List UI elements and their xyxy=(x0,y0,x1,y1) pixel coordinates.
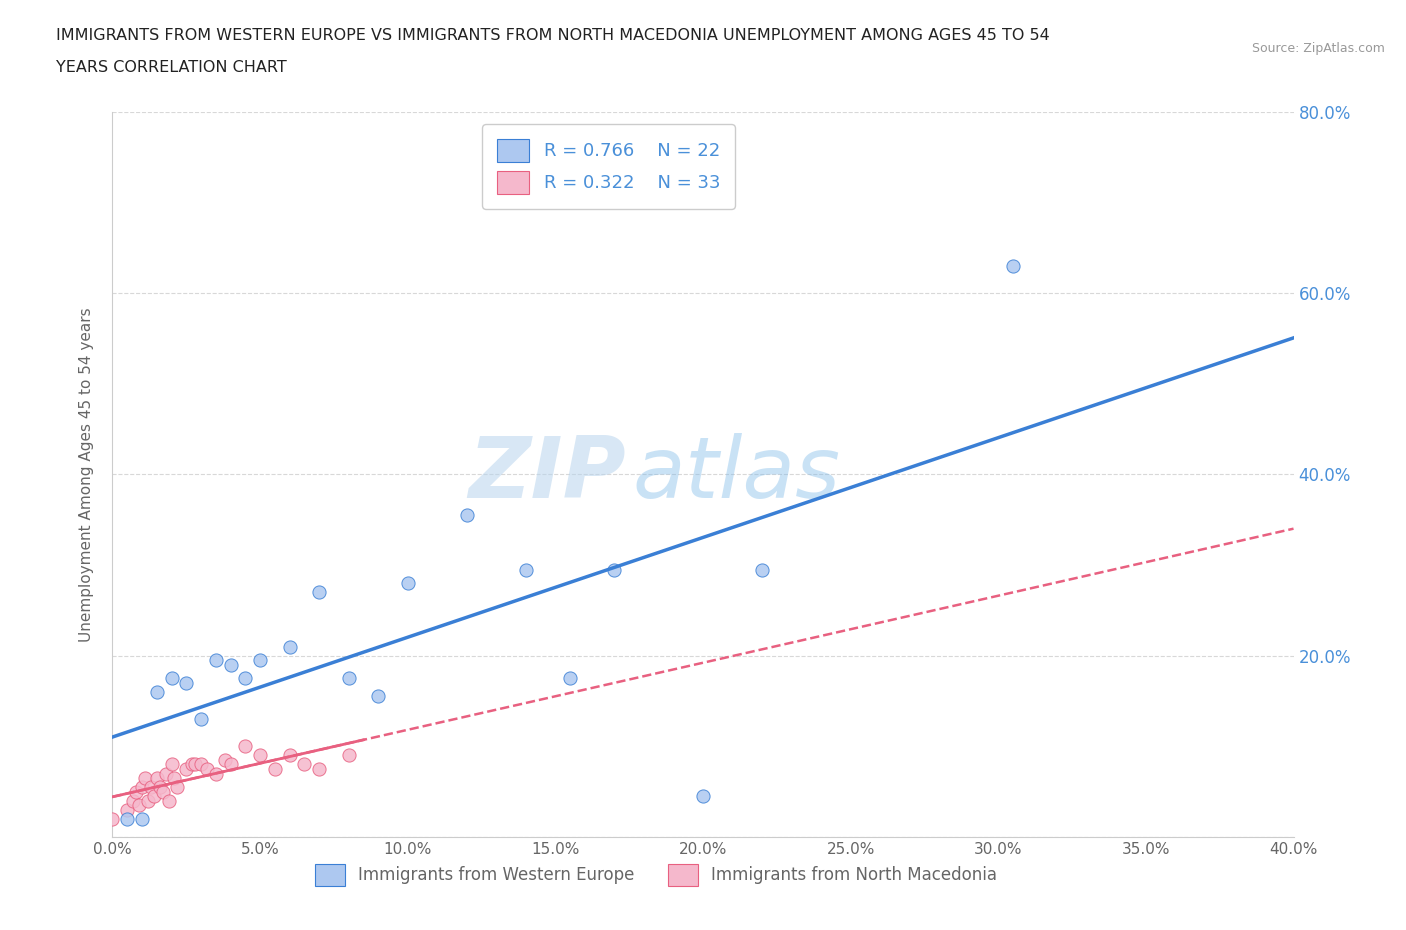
Point xyxy=(155,766,177,781)
Point xyxy=(160,757,183,772)
Point xyxy=(337,748,360,763)
Point xyxy=(515,562,537,577)
Point xyxy=(278,748,301,763)
Point xyxy=(308,585,330,600)
Point xyxy=(146,771,169,786)
Point xyxy=(101,811,124,827)
Point xyxy=(219,658,242,672)
Point xyxy=(233,738,256,753)
Point xyxy=(117,803,138,817)
Point xyxy=(174,762,197,777)
Text: IMMIGRANTS FROM WESTERN EUROPE VS IMMIGRANTS FROM NORTH MACEDONIA UNEMPLOYMENT A: IMMIGRANTS FROM WESTERN EUROPE VS IMMIGR… xyxy=(56,28,1050,43)
Point xyxy=(214,752,236,767)
Point xyxy=(163,771,186,786)
Point xyxy=(337,671,360,685)
Point xyxy=(249,748,271,763)
Point xyxy=(146,684,169,699)
Point xyxy=(139,779,162,794)
Point xyxy=(1001,259,1024,273)
Point xyxy=(219,757,242,772)
Point xyxy=(117,811,138,827)
Point xyxy=(190,757,212,772)
Point xyxy=(205,653,228,668)
Point xyxy=(190,711,212,726)
Point xyxy=(751,562,773,577)
Point xyxy=(367,689,389,704)
Point xyxy=(152,784,174,799)
Point xyxy=(195,762,218,777)
Point xyxy=(308,762,330,777)
Text: atlas: atlas xyxy=(633,432,841,516)
Point xyxy=(264,762,287,777)
Point xyxy=(174,675,197,690)
Point xyxy=(142,789,165,804)
Point xyxy=(249,653,271,668)
Point xyxy=(396,576,419,591)
Point xyxy=(603,562,626,577)
Point xyxy=(692,789,714,804)
Point xyxy=(181,757,204,772)
Point xyxy=(128,798,150,813)
Text: YEARS CORRELATION CHART: YEARS CORRELATION CHART xyxy=(56,60,287,75)
Point xyxy=(136,793,159,808)
Point xyxy=(292,757,315,772)
Point xyxy=(122,793,145,808)
Point xyxy=(157,793,180,808)
Point xyxy=(558,671,582,685)
Point xyxy=(131,779,153,794)
Point xyxy=(125,784,148,799)
Point xyxy=(131,811,153,827)
Point xyxy=(278,639,301,654)
Point xyxy=(134,771,156,786)
Legend: Immigrants from Western Europe, Immigrants from North Macedonia: Immigrants from Western Europe, Immigran… xyxy=(307,856,1005,894)
Text: ZIP: ZIP xyxy=(468,432,626,516)
Point xyxy=(184,757,207,772)
Point xyxy=(149,779,172,794)
Point xyxy=(160,671,183,685)
Text: Source: ZipAtlas.com: Source: ZipAtlas.com xyxy=(1251,42,1385,55)
Y-axis label: Unemployment Among Ages 45 to 54 years: Unemployment Among Ages 45 to 54 years xyxy=(79,307,94,642)
Point xyxy=(166,779,188,794)
Point xyxy=(456,508,478,523)
Point xyxy=(205,766,228,781)
Point xyxy=(233,671,256,685)
